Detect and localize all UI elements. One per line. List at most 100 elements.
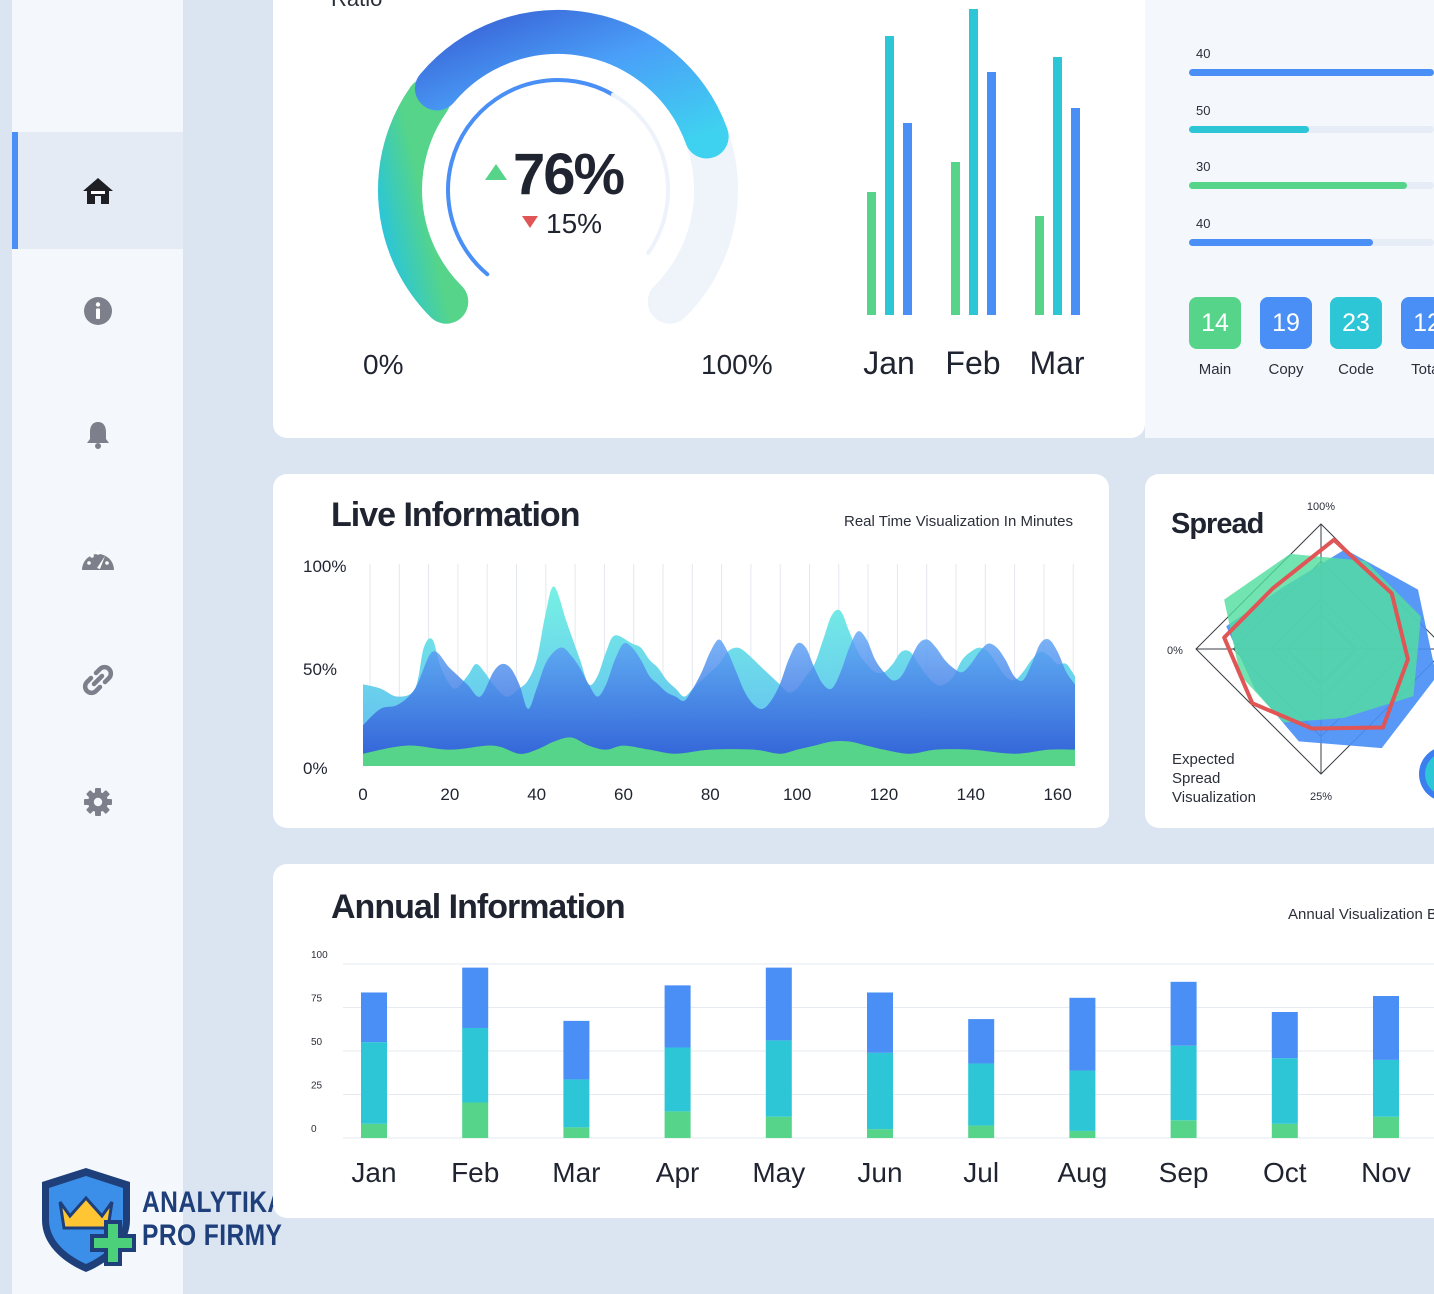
annual-bar-sep-teal: [1170, 1045, 1197, 1121]
ratio-sub-value: 15%: [546, 208, 602, 239]
annual-bar-apr-green: [664, 1111, 691, 1138]
annual-bar-mar-green: [563, 1127, 590, 1138]
progress-label: 40: [1196, 46, 1211, 61]
count-tile-code[interactable]: 23: [1330, 297, 1382, 349]
gear-icon: [83, 787, 112, 816]
annual-bar-aug-blue: [1069, 997, 1096, 1071]
count-tile-copy[interactable]: 19: [1260, 297, 1312, 349]
annual-bar-feb-teal: [462, 1027, 489, 1103]
ratio-main-value: 76%: [513, 142, 625, 207]
annual-label-jan: Jan: [351, 1157, 396, 1188]
info-icon: [83, 296, 112, 325]
annual-bar-nov-green: [1373, 1116, 1399, 1138]
annual-card: Annual Information Annual Visualization …: [273, 864, 1434, 1218]
annual-subtitle: Annual Visualization B: [1288, 906, 1434, 923]
count-tile-total[interactable]: 12: [1401, 297, 1434, 349]
gauge: [378, 10, 738, 324]
ratio-card: Ratio 76% 15% 0% 100% Jan Feb Mar: [273, 0, 1145, 438]
sidebar-item-dashboard[interactable]: [12, 499, 183, 616]
sidebar-item-settings[interactable]: [12, 743, 183, 860]
gauge-min-label: 0%: [363, 349, 403, 380]
annual-y-tick: 25: [311, 1081, 323, 1092]
annual-bar-feb-blue: [462, 967, 489, 1028]
annual-bar-mar-blue: [563, 1020, 590, 1080]
annual-bar-may-green: [765, 1116, 792, 1138]
annual-bar-aug-green: [1069, 1130, 1096, 1138]
monthly-label-mar: Mar: [1029, 345, 1084, 381]
count-tile-label: Code: [1338, 361, 1374, 378]
brand-logo-image: [42, 1168, 136, 1272]
live-y-tick: 50%: [303, 660, 337, 679]
live-x-tick: 0: [358, 785, 367, 804]
monthly-label-jan: Jan: [863, 345, 915, 381]
annual-bar-mar-teal: [563, 1079, 590, 1128]
annual-label-nov: Nov: [1361, 1157, 1411, 1188]
gauge-max-label: 100%: [701, 349, 773, 380]
annual-bar-sep-blue: [1170, 981, 1197, 1046]
monthly-bar-jan-blue: [903, 123, 912, 315]
annual-bar-feb-green: [462, 1102, 489, 1138]
bell-icon: [86, 421, 109, 449]
count-tile-main[interactable]: 14: [1189, 297, 1241, 349]
annual-bar-apr-teal: [664, 1047, 691, 1112]
annual-y-tick: 0: [311, 1124, 317, 1135]
annual-bar-jan-teal: [361, 1042, 387, 1124]
annual-label-jul: Jul: [963, 1157, 999, 1188]
annual-label-apr: Apr: [656, 1157, 700, 1188]
annual-bar-may-blue: [765, 967, 792, 1041]
live-x-tick: 100: [783, 785, 811, 804]
sidebar-item-info[interactable]: [12, 252, 183, 369]
radar-series-green: [1224, 553, 1421, 723]
live-x-tick: 160: [1043, 785, 1071, 804]
live-x-tick: 60: [614, 785, 633, 804]
live-x-tick: 80: [701, 785, 720, 804]
progress-label: 30: [1196, 159, 1211, 174]
annual-bar-jun-blue: [867, 992, 893, 1053]
progress-label: 50: [1196, 103, 1211, 118]
brand-line-2: PRO FIRMY: [142, 1219, 283, 1252]
radar-bottom-label: 25%: [1310, 791, 1332, 803]
annual-bar-jul-green: [968, 1125, 995, 1138]
speedometer-icon: [81, 550, 114, 570]
annual-bar-jul-teal: [968, 1063, 995, 1126]
live-y-tick: 0%: [303, 759, 328, 778]
live-x-tick: 20: [440, 785, 459, 804]
annual-label-oct: Oct: [1263, 1157, 1307, 1188]
annual-bar-may-teal: [765, 1040, 792, 1117]
count-tile-label: Copy: [1268, 361, 1304, 378]
annual-stacked-bar-chart: 100 75 50 25 0 Jan Feb Mar Apr May Jun Jul Aug Sep Oct…: [311, 950, 1434, 1188]
radar: [1195, 523, 1434, 775]
home-icon: [82, 177, 113, 204]
annual-label-may: May: [752, 1157, 805, 1188]
spread-radar-chart: 100% 0% 25% Expected Spread Visualizatio…: [1167, 501, 1434, 806]
annual-y-tick: 75: [311, 994, 323, 1005]
progress-panel: 40 50 30 40 14 Main 19 Copy 23 Code 12 Total: [1145, 0, 1434, 438]
link-icon: [82, 664, 113, 695]
annual-bar-sep-green: [1170, 1120, 1197, 1138]
progress-track: [1189, 69, 1434, 76]
trend-up-icon: [485, 164, 507, 180]
gauge-arc-blue: [414, 10, 729, 159]
sidebar-item-home[interactable]: [12, 132, 183, 249]
live-y-tick: 100%: [303, 557, 346, 576]
ratio-title: Ratio: [331, 0, 382, 11]
monthly-bar-jan-teal: [885, 36, 894, 315]
radar-series-red-outline: [1222, 537, 1410, 731]
live-subtitle: Real Time Visualization In Minutes: [844, 513, 1073, 530]
count-tile-label: Main: [1198, 361, 1232, 378]
spread-caption-line-2: Spread: [1172, 770, 1220, 787]
live-x-tick: 120: [870, 785, 898, 804]
sidebar-item-notifications[interactable]: [12, 376, 183, 493]
annual-bar-nov-blue: [1373, 996, 1399, 1060]
annual-y-tick: 50: [311, 1037, 323, 1048]
gauge-inner-arc: [446, 78, 615, 277]
radar-top-label: 100%: [1307, 501, 1335, 513]
live-ticks: 0 20 40 60 80 100 120 140 160 100% 50% 0%: [303, 557, 1072, 804]
brand-name: ANALYTIKA PRO FIRMY: [142, 1186, 286, 1252]
monthly-bar-feb-green: [951, 162, 960, 315]
progress-track: [1189, 182, 1434, 189]
monthly-bar-jan-green: [867, 192, 876, 315]
annual-labels: 100 75 50 25 0 Jan Feb Mar Apr May Jun Jul Aug Sep Oct…: [311, 950, 1411, 1188]
progress-track: [1189, 126, 1434, 133]
sidebar-item-links[interactable]: [12, 621, 183, 738]
